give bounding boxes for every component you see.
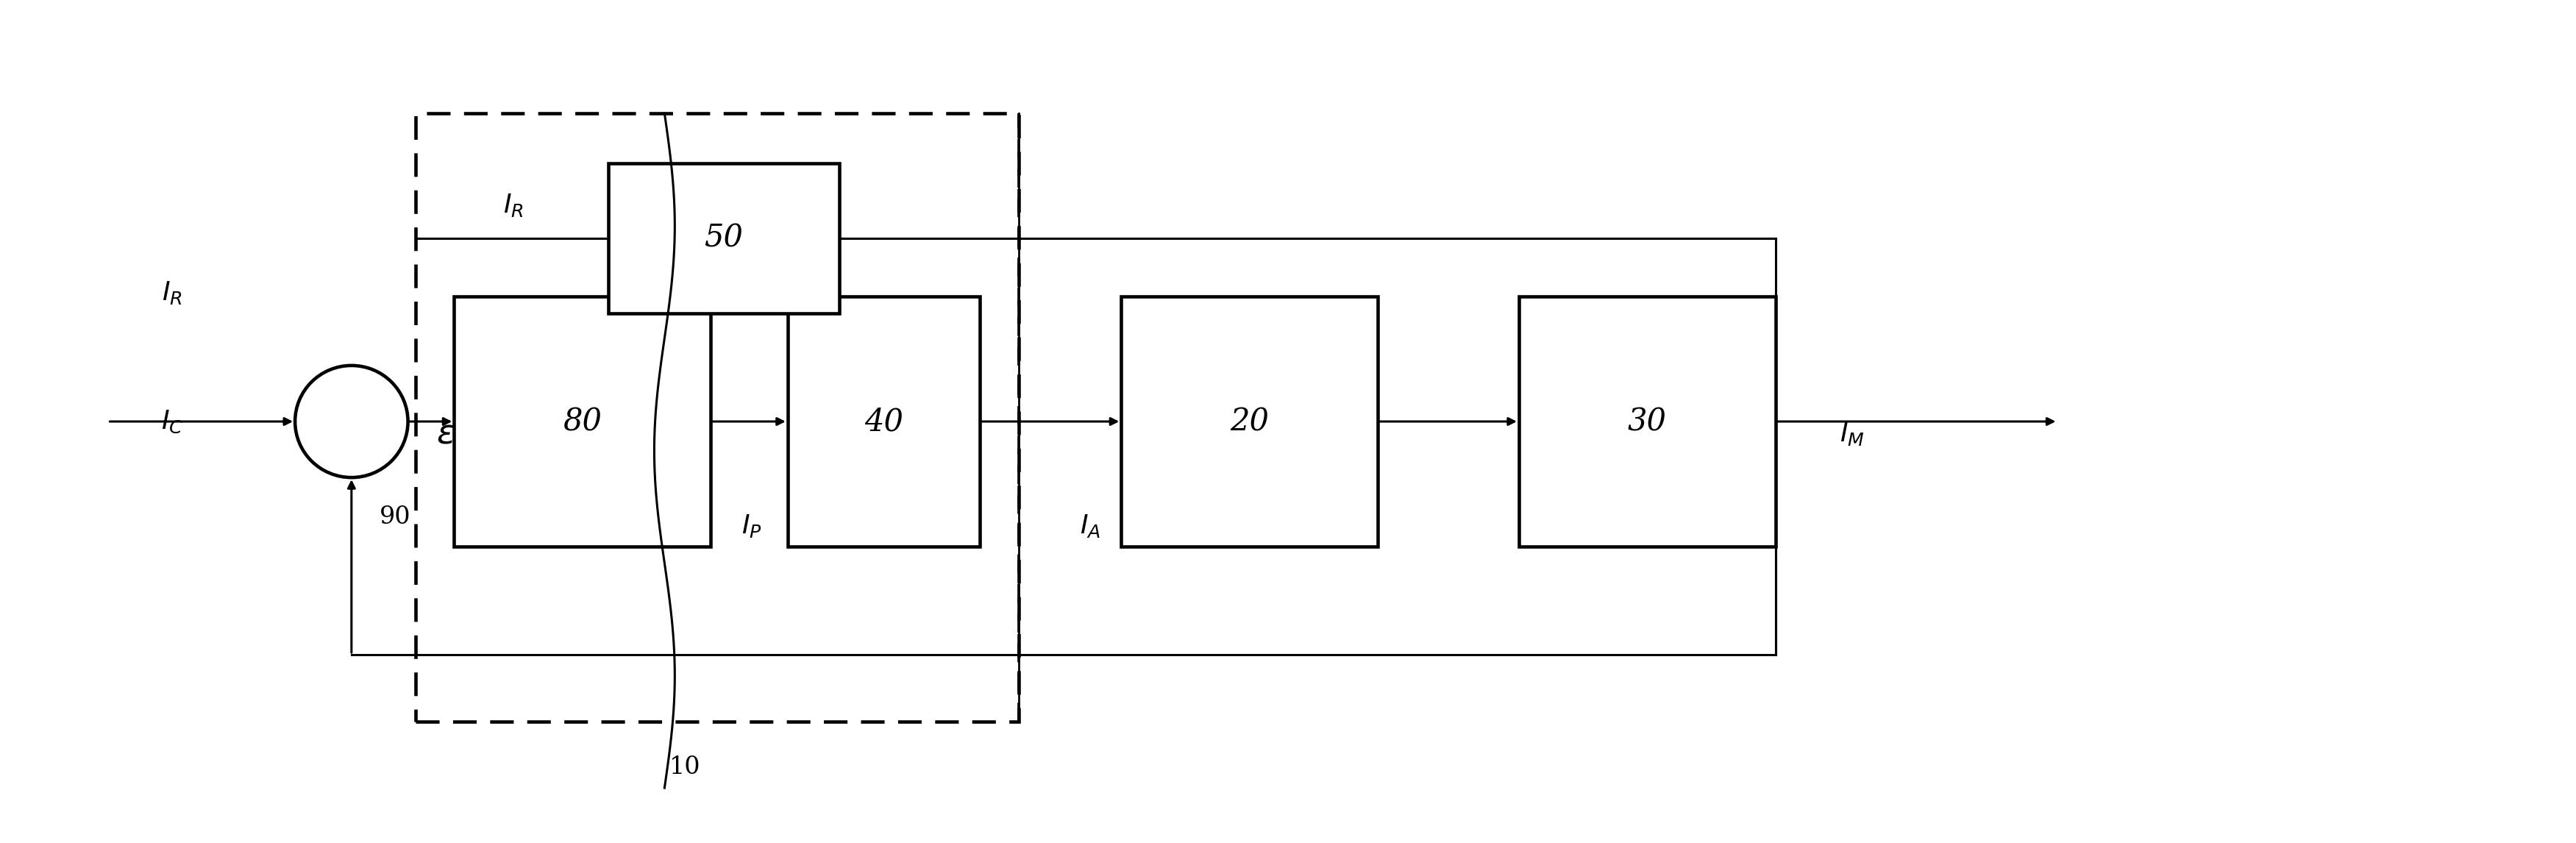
Text: $I_A$: $I_A$ — [1079, 513, 1100, 539]
Text: $I_P$: $I_P$ — [742, 513, 762, 539]
Text: $I_C$: $I_C$ — [160, 409, 183, 434]
Ellipse shape — [296, 366, 407, 477]
Bar — [1520, 297, 1775, 546]
Text: $I_M$: $I_M$ — [1839, 421, 1865, 448]
Text: 50: 50 — [703, 223, 742, 254]
Text: 90: 90 — [379, 506, 410, 529]
Text: 80: 80 — [564, 406, 603, 437]
Text: 40: 40 — [866, 406, 904, 437]
Text: 20: 20 — [1229, 406, 1270, 437]
Text: 30: 30 — [1628, 406, 1667, 437]
Bar — [1121, 297, 1378, 546]
Text: $I_R$: $I_R$ — [502, 191, 523, 218]
Text: 10: 10 — [670, 755, 701, 779]
Text: $\varepsilon$: $\varepsilon$ — [435, 417, 456, 451]
Text: $I_R$: $I_R$ — [162, 279, 183, 306]
Bar — [415, 113, 1018, 722]
Bar — [453, 297, 711, 546]
Bar — [788, 297, 979, 546]
Bar — [608, 164, 840, 314]
